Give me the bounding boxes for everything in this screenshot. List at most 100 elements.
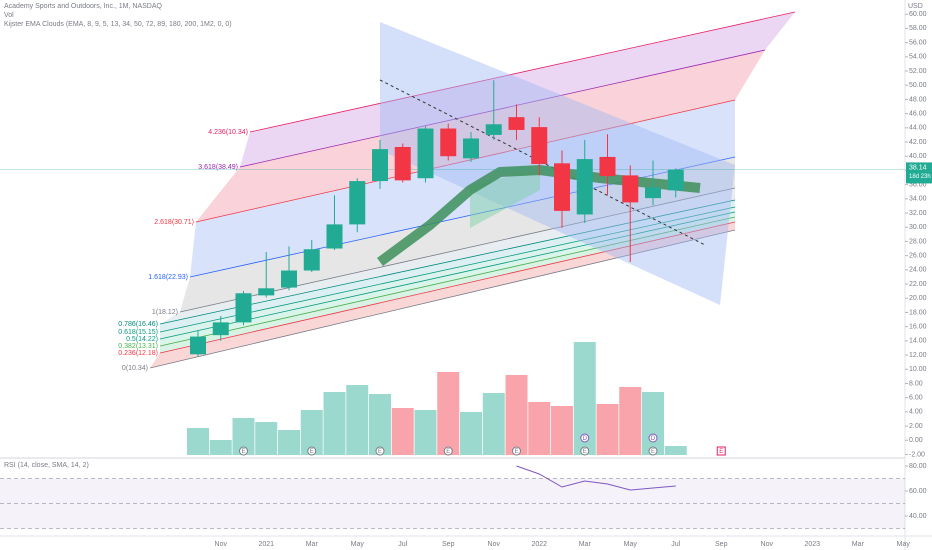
x-tick-label: Sep [442,541,455,548]
y-tick-label: 14.00 [909,338,927,345]
candle-body [281,270,297,288]
y-tick-label: 10.00 [909,366,927,373]
y-tick-label: 36.00 [909,181,927,188]
rsi-label: RSI (14, close, SMA, 14, 2) [4,462,89,469]
event-marker [648,446,658,456]
y-tick-label: 60.00 [909,11,927,18]
fib-band [160,188,735,324]
fib-line [149,229,736,369]
event-label: E [514,449,518,455]
volume-bar [300,410,323,455]
y-tick-label: 30.00 [909,224,927,231]
title: Academy Sports and Outdoors, Inc., 1M, N… [4,3,163,10]
candle-body [235,293,252,323]
y-tick-label: 32.00 [909,210,927,217]
fib-channel: 0(10.34) 0.236(12.18)0.382(13.31)0.5(14.2… [118,11,796,372]
currency: USD [908,3,923,10]
x-tick-label: 2021 [258,541,274,548]
candle-body [667,169,684,191]
event-marker [443,446,453,456]
volume-bar [619,387,642,455]
volume-bar [414,410,437,455]
candle-body [372,149,388,182]
volume-bar [596,404,619,455]
fib-label: 1.618(22.93) [148,274,188,281]
volume-bar [346,385,369,455]
fib-label: 3.618(38.49) [198,164,238,171]
fib-line [195,99,736,223]
volume-bar [278,430,300,455]
x-tick-label: Nov [488,541,501,548]
candle-body [622,175,639,203]
event-label: D [651,436,656,442]
x-tick-label: Jul [671,541,680,548]
volume-bar [460,412,482,455]
fib-label: 4.236(10.34) [208,129,248,136]
rsi-tick-label: 60.00 [909,488,927,495]
x-tick-label: Nov [761,541,774,548]
fib-line [159,199,736,325]
y-tick-label: 8.00 [909,380,923,387]
fib-label: 0.5(14.22) [126,336,158,343]
y-tick-label: 54.00 [909,54,927,61]
volume-label: Vol [4,12,14,19]
fib-band [160,212,735,346]
y-tick-label: 4.00 [909,409,923,416]
y-tick-label: 22.00 [909,281,927,288]
candle-body [394,146,411,181]
volume-bar [528,402,551,455]
volume-bar [642,392,664,455]
countdown: 18d 23h [909,174,931,180]
y-tick-label: 34.00 [909,196,927,203]
x-tick-label: 2023 [804,541,820,548]
volume-bar [232,418,255,455]
fib-label: 0(10.34) [122,365,148,372]
candle-body [485,124,502,135]
rsi-tick-label: 80.00 [909,463,927,470]
event-marker [648,433,658,443]
volume-bar [551,406,573,455]
fib-label: 0.382(13.31) [118,343,158,350]
y-tick-label: 56.00 [909,39,927,46]
fib-band [160,200,735,332]
x-tick-label: Nov [215,541,228,548]
x-tick-label: Mar [306,541,319,548]
y-tick-label: 40.00 [909,153,927,160]
event-label: E [446,449,450,455]
y-tick-label: 20.00 [909,295,927,302]
x-tick-label: 2022 [531,541,547,548]
next-earnings-label: E [719,449,723,455]
y-tick-label: 50.00 [909,82,927,89]
event-label: E [310,449,314,455]
candle-body [554,163,570,211]
event-label: E [241,449,245,455]
volume-bar [482,393,505,455]
fib-label: 0.236(12.18) [118,350,158,357]
fib-line [159,211,736,340]
next-earnings-box [716,446,726,456]
y-tick-label: 58.00 [909,25,927,32]
y-tick-label: 26.00 [909,252,927,259]
volume-bar [209,440,232,455]
fib-line [189,156,736,278]
candle-body [440,128,457,157]
y-tick-label: 0.00 [909,437,923,444]
y-tick-label: 2.00 [909,423,923,430]
rsi-tick-label: 40.00 [909,513,927,520]
fib-band [150,222,735,368]
event-label: E [583,449,587,455]
candle-body [508,117,525,130]
x-tick-label: May [351,541,365,548]
x-tick-label: Jul [398,541,407,548]
y-tick-label: 48.00 [909,96,927,103]
volume-bar [255,422,278,455]
fib-band [190,100,735,277]
x-tick-label: May [897,541,911,548]
candle-body [326,224,343,249]
event-marker [239,446,248,456]
candle-body [531,127,548,165]
x-tick-label: Sep [715,541,728,548]
x-tick-label: Mar [579,541,592,548]
candle-body [599,156,616,177]
